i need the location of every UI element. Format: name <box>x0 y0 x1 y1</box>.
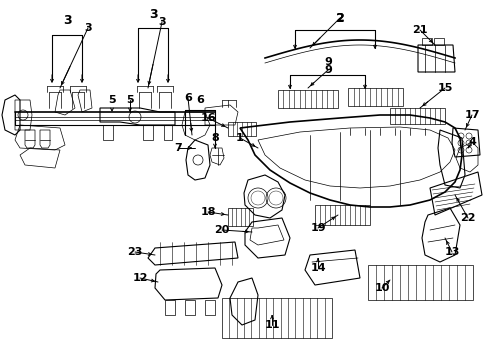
Text: 14: 14 <box>309 263 325 273</box>
Text: 4: 4 <box>467 137 475 147</box>
Text: 13: 13 <box>444 247 459 257</box>
Text: 11: 11 <box>264 320 279 330</box>
Text: 23: 23 <box>127 247 142 257</box>
Text: 16: 16 <box>200 113 215 123</box>
Text: 7: 7 <box>174 143 182 153</box>
Text: 22: 22 <box>459 213 475 223</box>
Text: 3: 3 <box>84 23 92 33</box>
Text: 3: 3 <box>62 14 71 27</box>
Text: 6: 6 <box>196 95 203 105</box>
Text: 19: 19 <box>309 223 325 233</box>
Text: 2: 2 <box>335 12 344 24</box>
Text: 2: 2 <box>335 13 343 23</box>
Text: 10: 10 <box>373 283 389 293</box>
Text: 5: 5 <box>126 95 134 105</box>
Text: 12: 12 <box>132 273 147 283</box>
Text: 9: 9 <box>324 65 331 75</box>
Text: 3: 3 <box>158 17 165 27</box>
Text: 8: 8 <box>211 133 219 143</box>
Text: 18: 18 <box>200 207 215 217</box>
Text: 20: 20 <box>214 225 229 235</box>
Text: 3: 3 <box>148 8 157 21</box>
Text: 21: 21 <box>411 25 427 35</box>
Text: 6: 6 <box>183 93 192 103</box>
Text: 9: 9 <box>324 57 331 67</box>
Text: 1: 1 <box>236 133 244 143</box>
Text: 17: 17 <box>463 110 479 120</box>
Text: 5: 5 <box>108 95 116 105</box>
Text: 15: 15 <box>436 83 452 93</box>
